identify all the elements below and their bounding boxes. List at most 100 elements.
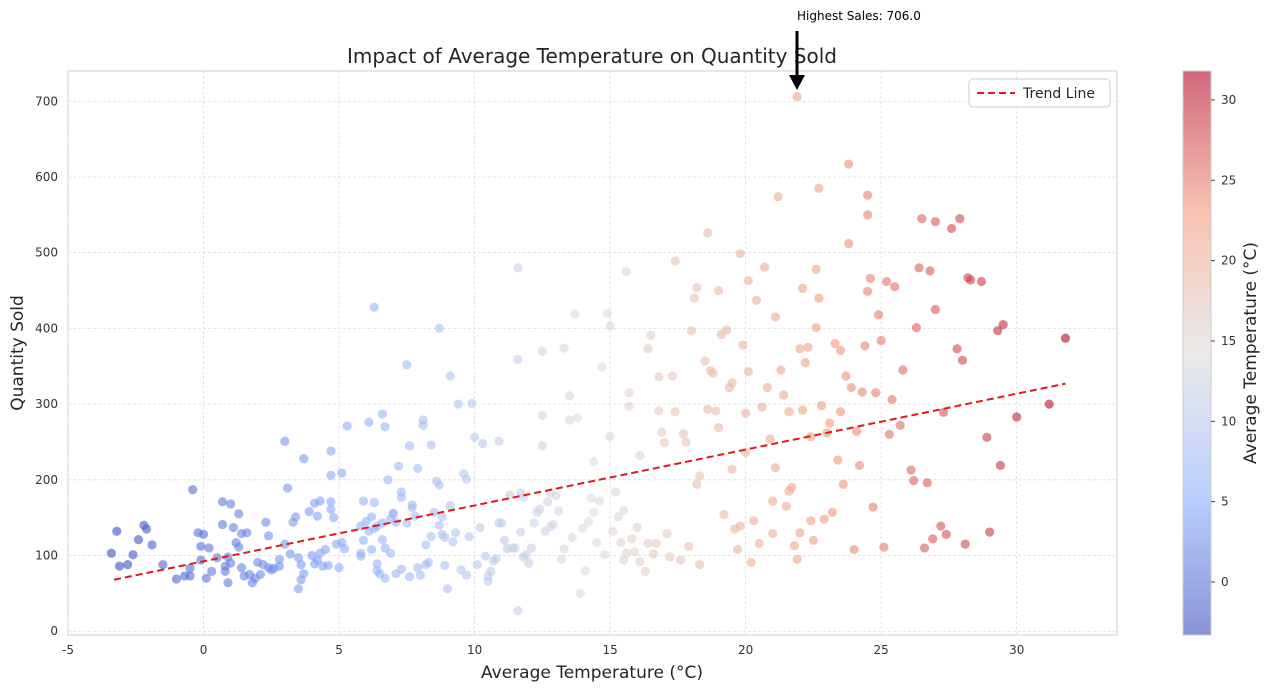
data-point [873,310,884,320]
data-point [846,382,856,393]
data-point [426,531,436,542]
data-point [597,362,607,372]
y-ticks: 0 100 200 300 400 500 600 700 [35,94,58,638]
data-point [437,512,447,522]
data-point [947,223,957,234]
y-tick-label: 300 [35,397,58,411]
data-point [665,552,675,562]
data-point [282,483,293,493]
data-point [461,570,472,580]
data-point [803,342,813,352]
data-point [217,497,228,507]
x-axis-label: Average Temperature (°C) [481,663,703,683]
data-point [890,282,900,292]
data-point [619,506,629,516]
data-point [868,502,878,512]
data-point [787,482,797,492]
data-point [746,557,756,567]
data-point [738,340,748,350]
data-point [941,529,951,539]
colorbar-ticks: 0 5 10 15 20 25 30 [1211,93,1236,589]
data-point [423,557,434,567]
data-point [445,371,455,381]
data-point [806,516,816,526]
data-point [448,537,458,547]
data-point [957,355,968,365]
data-point [849,544,859,555]
data-point [564,391,575,401]
scatter-points [106,92,1071,616]
data-point [516,527,526,537]
data-point [548,519,558,530]
colorbar-tick-label: 0 [1221,575,1229,589]
data-point [586,493,596,503]
data-point [692,282,702,293]
data-point [274,554,285,564]
data-point [811,323,821,333]
data-point [293,584,304,594]
data-point [464,531,474,542]
data-point [402,518,412,528]
data-point [410,511,420,521]
data-point [602,308,613,318]
data-point [486,566,496,577]
data-point [494,436,504,446]
data-point [751,295,762,305]
data-point [285,549,295,559]
data-point [453,399,463,409]
data-point [966,275,976,285]
colorbar-frame [1182,70,1212,636]
data-point [1060,333,1071,343]
colorbar-tick-label: 25 [1221,173,1236,187]
data-point [188,485,198,495]
data-point [402,360,412,370]
colorbar: 0 5 10 15 20 25 30 Average Temperature (°C) [1182,70,1261,636]
data-point [629,547,640,557]
data-point [624,401,634,411]
data-point [936,521,946,531]
data-point [727,464,737,474]
data-point [814,183,824,193]
data-point [185,571,195,581]
data-point [372,559,382,569]
data-point [228,522,238,533]
data-point [768,528,778,539]
plot-area [67,70,1118,636]
trend-line [113,382,1066,581]
data-point [369,302,379,312]
data-point [147,540,157,550]
data-point [114,561,125,571]
data-point [217,519,228,530]
data-point [475,522,485,533]
data-point [413,463,423,474]
data-point [928,534,938,544]
data-point [863,210,873,220]
data-point [274,561,285,571]
data-point [434,520,444,530]
data-point [326,446,336,456]
data-point [651,538,661,548]
data-point [976,276,987,287]
chart-title: Impact of Average Temperature on Quantit… [347,44,837,68]
data-point [708,368,718,378]
data-point [830,338,840,349]
colorbar-tick-label: 5 [1221,495,1229,509]
data-point [703,228,713,238]
data-point [407,500,417,510]
data-point [451,528,461,538]
data-point [234,509,244,519]
data-point [827,507,837,517]
y-tick-label: 700 [35,94,58,108]
data-point [304,507,314,517]
data-point [513,606,523,616]
data-point [632,522,642,533]
data-point [226,499,236,509]
data-point [413,563,423,573]
data-point [776,365,786,375]
data-point [440,532,450,542]
x-tick-label: 5 [335,643,343,657]
data-point [833,455,843,465]
data-point [835,345,846,355]
data-point [312,511,322,521]
data-point [291,512,301,522]
